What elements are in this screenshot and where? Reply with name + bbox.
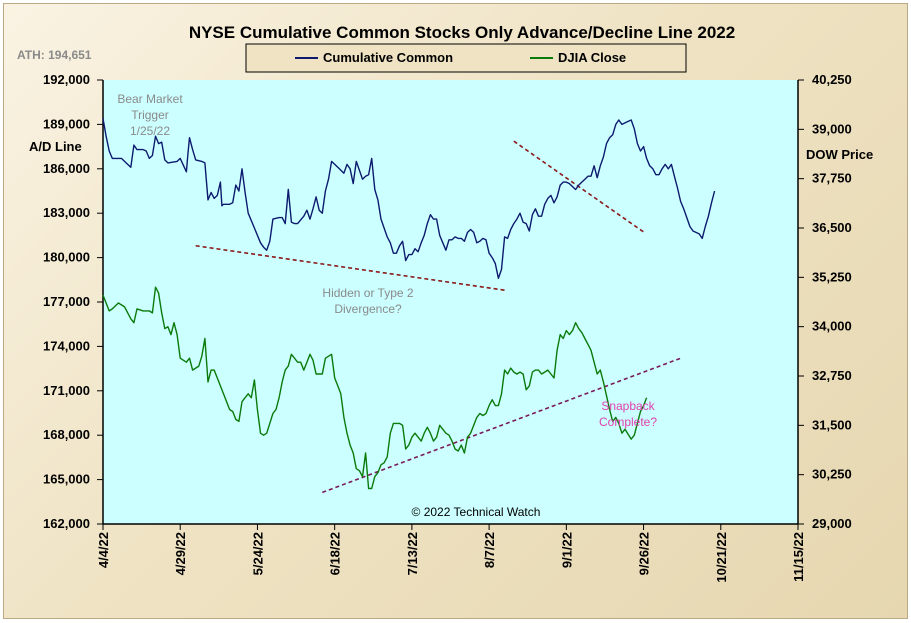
trend-line-1 bbox=[195, 244, 505, 291]
annotation-bear-line3: 1/25/22 bbox=[130, 124, 170, 138]
trend-line-3 bbox=[322, 357, 681, 494]
djia-close-series bbox=[102, 286, 648, 490]
right-tick-label: 32,750 bbox=[812, 368, 852, 383]
chart-title: NYSE Cumulative Common Stocks Only Advan… bbox=[189, 23, 735, 42]
x-tick-label: 11/15/22 bbox=[791, 532, 806, 582]
right-tick-label: 30,250 bbox=[812, 467, 852, 482]
x-tick-label: 7/13/22 bbox=[405, 532, 420, 575]
left-tick-label: 183,000 bbox=[43, 205, 90, 220]
left-tick-label: 174,000 bbox=[43, 338, 90, 353]
annotation-bear-line2: Trigger bbox=[131, 108, 169, 122]
trend-lines bbox=[195, 140, 681, 494]
trend-line-2 bbox=[513, 140, 645, 233]
x-tick-label: 10/21/22 bbox=[714, 532, 729, 583]
left-tick-label: 162,000 bbox=[43, 516, 90, 531]
right-axis: 29,000 30,250 31,500 32,750 34,000 35,250 36,5… bbox=[797, 72, 852, 531]
left-axis: 162,000 165,000 168,000 171,000 174,000 177,0… bbox=[43, 72, 104, 531]
left-tick-label: 177,000 bbox=[43, 294, 90, 309]
right-tick-label: 36,500 bbox=[812, 220, 852, 235]
legend-box bbox=[245, 43, 687, 73]
annotation-snapback-line1: Snapback bbox=[601, 399, 655, 413]
annotation-divergence: Hidden or Type 2 Divergence? bbox=[322, 286, 413, 316]
copyright: © 2022 Technical Watch bbox=[412, 505, 541, 519]
annotation-divergence-line1: Hidden or Type 2 bbox=[322, 286, 413, 300]
left-tick-label: 189,000 bbox=[43, 116, 90, 131]
right-tick-label: 35,250 bbox=[812, 269, 852, 284]
ath-label: ATH: 194,651 bbox=[17, 48, 92, 62]
legend-label-ad: Cumulative Common bbox=[323, 50, 453, 65]
x-tick-label: 8/7/22 bbox=[482, 532, 497, 568]
x-tick-label: 9/26/22 bbox=[637, 532, 652, 575]
annotation-snapback: Snapback Complete? bbox=[599, 399, 657, 429]
right-tick-label: 39,000 bbox=[812, 121, 852, 136]
x-tick-label: 5/24/22 bbox=[250, 532, 265, 575]
x-axis: 4/4/22 4/29/22 5/24/22 6/18/22 7/13/22 8/7/22… bbox=[96, 523, 806, 583]
right-tick-label: 31,500 bbox=[812, 417, 852, 432]
annotation-bear-market: Bear Market Trigger 1/25/22 bbox=[117, 92, 183, 138]
right-tick-label: 34,000 bbox=[812, 319, 852, 334]
legend-label-djia: DJIA Close bbox=[558, 50, 626, 65]
annotation-bear-line1: Bear Market bbox=[117, 92, 183, 106]
x-tick-label: 4/4/22 bbox=[96, 532, 111, 568]
annotation-snapback-line2: Complete? bbox=[599, 415, 657, 429]
right-tick-label: 40,250 bbox=[812, 72, 852, 87]
x-tick-label: 6/18/22 bbox=[328, 532, 343, 575]
ad-line-series bbox=[102, 118, 716, 279]
left-tick-label: 192,000 bbox=[43, 72, 90, 87]
left-axis-label: A/D Line bbox=[29, 139, 82, 154]
left-tick-label: 180,000 bbox=[43, 250, 90, 265]
x-tick-label: 4/29/22 bbox=[173, 532, 188, 575]
x-tick-label: 9/1/22 bbox=[559, 532, 574, 568]
legend: Cumulative Common DJIA Close bbox=[245, 43, 687, 73]
right-tick-label: 37,750 bbox=[812, 171, 852, 186]
left-tick-label: 171,000 bbox=[43, 383, 90, 398]
right-axis-label: DOW Price bbox=[806, 147, 873, 162]
series-lines bbox=[102, 118, 716, 490]
left-tick-label: 165,000 bbox=[43, 472, 90, 487]
right-tick-label: 29,000 bbox=[812, 516, 852, 531]
left-tick-label: 186,000 bbox=[43, 161, 90, 176]
plot-area bbox=[103, 80, 798, 524]
annotation-divergence-line2: Divergence? bbox=[334, 302, 402, 316]
left-tick-label: 168,000 bbox=[43, 427, 90, 442]
